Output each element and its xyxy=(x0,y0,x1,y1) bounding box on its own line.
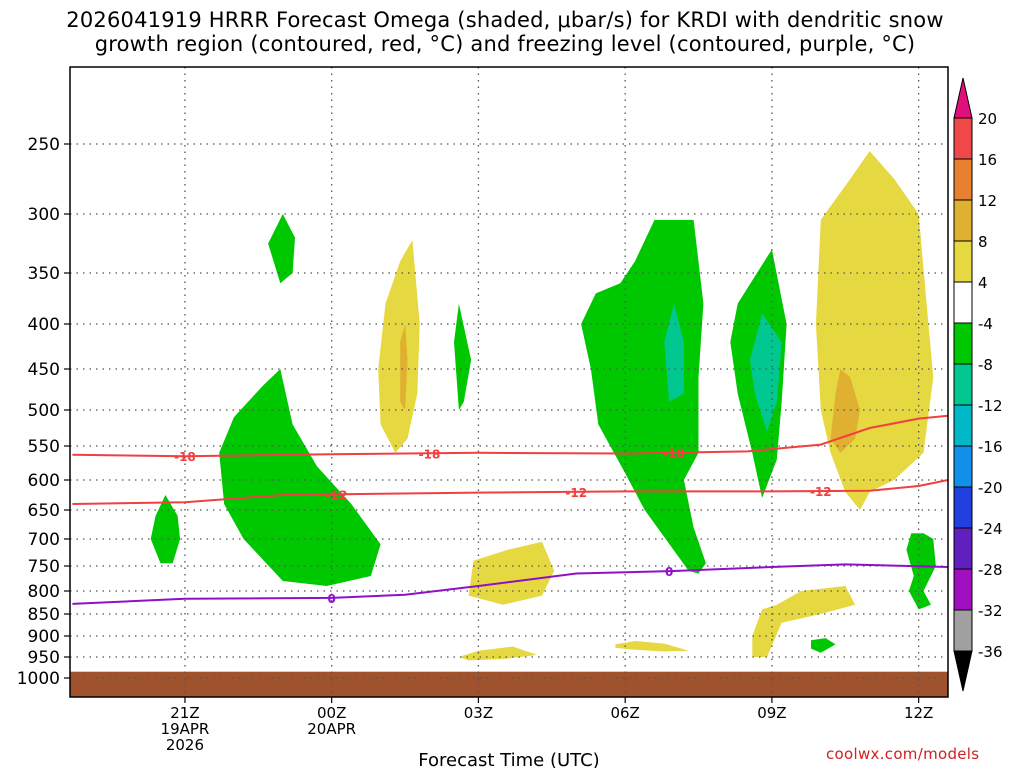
x-tick-year-21Z: 2026 xyxy=(166,736,204,754)
colorbar-label-11: -28 xyxy=(978,561,1003,579)
colorbar-label-10: -24 xyxy=(978,520,1003,538)
y-tick-label-350: 350 xyxy=(28,264,60,284)
contour-label-1-0: -12 xyxy=(326,488,348,502)
omega-region-16 xyxy=(815,151,934,510)
colorbar-label-12: -32 xyxy=(978,602,1003,620)
contour-line-1 xyxy=(72,479,949,505)
omega-region-7 xyxy=(749,313,782,432)
gridlines xyxy=(70,67,948,697)
omega-region-10 xyxy=(378,240,420,453)
contour-label-0-2: -18 xyxy=(663,447,685,461)
x-tick-label-06Z: 06Z xyxy=(610,704,639,722)
axes: 2503003504004505005506006507007508008509… xyxy=(17,66,949,768)
x-axis-title: Forecast Time (UTC) xyxy=(418,750,599,768)
x-tick-date-21Z: 19APR xyxy=(161,720,210,738)
colorbar-label-0: 20 xyxy=(978,110,997,128)
omega-shaded-regions xyxy=(150,151,936,661)
y-tick-label-650: 650 xyxy=(28,501,60,521)
omega-region-17 xyxy=(830,369,860,453)
contour-label-0-0: -18 xyxy=(174,450,196,464)
omega-region-14 xyxy=(615,641,689,652)
colorbar-swatch-9 xyxy=(953,486,973,529)
y-tick-label-750: 750 xyxy=(28,557,60,577)
colorbar-bottom-arrow xyxy=(953,650,973,692)
x-tick-label-21Z: 21Z xyxy=(170,704,199,722)
colorbar-swatch-11 xyxy=(953,568,973,611)
omega-region-1 xyxy=(268,214,295,284)
y-tick-label-450: 450 xyxy=(28,360,60,380)
colorbar-label-8: -16 xyxy=(978,438,1003,456)
contour-label-1-2: -12 xyxy=(810,485,832,499)
colorbar: 20 16 12 8 4 -4 -8 -12 -16 -20 -24 -28 -32 -36 xyxy=(953,77,1003,692)
colorbar-label-13: -36 xyxy=(978,643,1003,661)
contour-label-2-1: 0 xyxy=(665,565,673,579)
x-tick-label-03Z: 03Z xyxy=(464,704,493,722)
omega-region-5 xyxy=(664,303,684,402)
contour-line-0 xyxy=(72,414,949,458)
omega-region-3 xyxy=(454,303,472,410)
omega-region-9 xyxy=(811,638,836,653)
y-tick-label-900: 900 xyxy=(28,627,60,647)
colorbar-label-1: 16 xyxy=(978,151,997,169)
y-tick-label-1000: 1000 xyxy=(17,669,60,689)
colorbar-label-7: -12 xyxy=(978,397,1003,415)
y-tick-label-550: 550 xyxy=(28,437,60,457)
terrain-ground xyxy=(70,671,948,697)
omega-region-13 xyxy=(458,646,538,661)
contour-label-1-1: -12 xyxy=(565,486,587,500)
watermark-url[interactable]: coolwx.com/models xyxy=(826,745,980,763)
x-tick-label-12Z: 12Z xyxy=(904,704,933,722)
colorbar-swatch-1 xyxy=(953,158,973,201)
plot-frame xyxy=(69,66,949,698)
omega-region-2 xyxy=(219,369,381,586)
y-tick-label-600: 600 xyxy=(28,471,60,491)
terrain-fill xyxy=(70,671,948,697)
colorbar-swatch-5 xyxy=(953,322,973,365)
colorbar-label-6: -8 xyxy=(978,356,993,374)
y-tick-label-950: 950 xyxy=(28,648,60,668)
chart-title-line-1: 2026041919 HRRR Forecast Omega (shaded, … xyxy=(66,8,944,32)
y-tick-label-800: 800 xyxy=(28,582,60,602)
contour-lines: -18 -18 -18 -12 -12 -12 0 0 xyxy=(72,414,949,606)
omega-region-8 xyxy=(906,533,936,610)
contour-label-0-1: -18 xyxy=(419,447,441,461)
omega-region-15 xyxy=(752,586,856,657)
colorbar-label-5: -4 xyxy=(978,315,993,333)
colorbar-label-9: -20 xyxy=(978,479,1003,497)
x-tick-date-00Z: 20APR xyxy=(307,720,356,738)
x-tick-label-09Z: 09Z xyxy=(757,704,786,722)
x-tick-label-00Z: 00Z xyxy=(317,704,346,722)
colorbar-label-4: 4 xyxy=(978,274,988,292)
y-tick-label-400: 400 xyxy=(28,315,60,335)
chart-title-line-2: growth region (contoured, red, °C) and f… xyxy=(94,32,916,56)
contour-label-2-0: 0 xyxy=(328,592,336,606)
colorbar-swatch-12 xyxy=(953,609,973,652)
colorbar-label-3: 8 xyxy=(978,233,988,251)
colorbar-swatch-4 xyxy=(953,281,973,324)
y-tick-label-700: 700 xyxy=(28,530,60,550)
omega-region-11 xyxy=(400,324,408,410)
y-tick-label-250: 250 xyxy=(28,135,60,155)
colorbar-label-2: 12 xyxy=(978,192,997,210)
colorbar-swatch-7 xyxy=(953,404,973,447)
colorbar-swatch-0 xyxy=(953,117,973,160)
y-tick-label-500: 500 xyxy=(28,401,60,421)
colorbar-swatch-2 xyxy=(953,199,973,242)
omega-region-12 xyxy=(468,541,555,605)
y-tick-label-300: 300 xyxy=(28,205,60,225)
contour-line-2 xyxy=(72,563,949,605)
omega-region-0 xyxy=(150,495,181,564)
colorbar-swatch-6 xyxy=(953,363,973,406)
y-tick-label-850: 850 xyxy=(28,605,60,625)
colorbar-swatch-10 xyxy=(953,527,973,570)
colorbar-swatch-3 xyxy=(953,240,973,283)
colorbar-swatch-8 xyxy=(953,445,973,488)
colorbar-top-arrow xyxy=(953,77,973,119)
